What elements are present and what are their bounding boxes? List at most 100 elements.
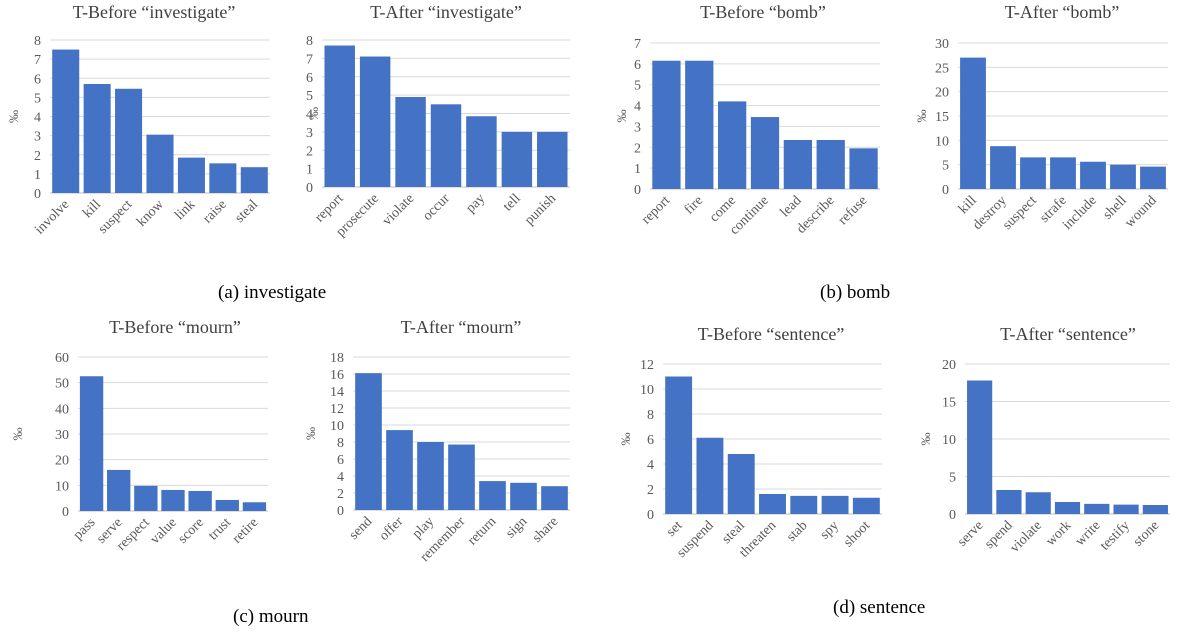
y-tick-label: 0 — [634, 183, 641, 198]
bar-report — [324, 45, 355, 188]
bar-know — [146, 134, 174, 193]
y-tick-label: 5 — [949, 471, 956, 486]
x-tick-label: spy — [818, 518, 842, 542]
bar-lead — [783, 139, 812, 189]
y-tick-label: 2 — [337, 487, 344, 502]
y-tick-label: 5 — [306, 89, 313, 104]
bar-tell — [501, 131, 533, 187]
chart-title: T-After “investigate” — [370, 2, 522, 22]
bar-sign — [510, 482, 537, 510]
bar-trust — [215, 499, 239, 511]
y-tick-label: 7 — [634, 37, 641, 52]
y-tick-label: 20 — [935, 86, 949, 101]
bar-send — [355, 373, 382, 510]
x-tick-label: know — [134, 197, 167, 230]
x-tick-label: work — [1043, 518, 1074, 549]
y-tick-label: 3 — [306, 126, 313, 141]
bar-prosecute — [359, 56, 391, 187]
x-tick-label: set — [664, 518, 686, 540]
x-tick-label: suspect — [1000, 193, 1040, 233]
y-tick-label: 8 — [306, 34, 313, 49]
bar-share — [541, 486, 568, 510]
bar-involve — [52, 49, 80, 193]
y-axis-label: ‰ — [918, 433, 933, 446]
y-axis-label: ‰ — [614, 110, 629, 123]
x-tick-label: stab — [784, 518, 811, 545]
chart-title: T-After “mourn” — [401, 317, 522, 337]
bar-remember — [448, 444, 475, 510]
y-tick-label: 0 — [34, 187, 41, 202]
x-tick-label: include — [1060, 193, 1100, 233]
y-tick-label: 30 — [935, 37, 949, 52]
y-tick-label: 40 — [55, 402, 69, 417]
x-tick-label: kill — [80, 197, 104, 221]
x-tick-label: kill — [956, 193, 980, 217]
y-tick-label: 3 — [634, 120, 641, 135]
x-tick-label: trust — [206, 515, 234, 543]
bar-score — [188, 490, 212, 511]
y-tick-label: 8 — [34, 34, 41, 49]
y-tick-label: 4 — [34, 111, 41, 126]
x-tick-label: fire — [682, 193, 706, 217]
y-tick-label: 6 — [647, 433, 654, 448]
bar-serve — [107, 469, 131, 511]
y-tick-label: 10 — [640, 383, 654, 398]
bar-set — [665, 376, 693, 514]
bar-write — [1084, 503, 1110, 514]
y-tick-label: 12 — [640, 358, 654, 373]
y-tick-label: 18 — [330, 351, 344, 366]
y-tick-label: 7 — [306, 52, 313, 67]
x-tick-label: link — [172, 197, 198, 223]
x-tick-label: tell — [500, 191, 523, 214]
bar-include — [1080, 161, 1106, 189]
y-tick-label: 4 — [306, 108, 313, 123]
chart-title: T-Before “investigate” — [73, 2, 236, 22]
x-tick-label: involve — [32, 197, 72, 237]
bar-strafe — [1050, 157, 1076, 189]
y-tick-label: 6 — [34, 72, 41, 87]
y-tick-label: 8 — [337, 436, 344, 451]
x-tick-label: occur — [420, 191, 453, 224]
x-tick-label: stone — [1131, 518, 1163, 550]
y-axis-label: ‰ — [10, 428, 25, 441]
chart-title: T-After “bomb” — [1005, 2, 1120, 22]
x-tick-label: score — [175, 515, 206, 546]
x-tick-label: violate — [380, 191, 418, 229]
bar-pay — [466, 116, 497, 187]
bar-return — [479, 481, 506, 510]
caption-a: (a) investigate — [218, 282, 327, 303]
y-axis-label: ‰ — [6, 110, 21, 123]
chart-title: T-Before “sentence” — [698, 324, 845, 344]
bar-violate — [1025, 492, 1051, 514]
y-tick-label: 5 — [634, 79, 641, 94]
y-tick-label: 20 — [942, 358, 956, 373]
chart-title: T-Before “mourn” — [109, 317, 241, 337]
bar-link — [177, 157, 205, 193]
caption-b: (b) bomb — [820, 282, 891, 303]
y-tick-label: 5 — [942, 159, 949, 174]
bar-testify — [1113, 504, 1139, 514]
y-tick-label: 14 — [330, 385, 344, 400]
y-tick-label: 6 — [306, 71, 313, 86]
y-axis-label: ‰ — [303, 427, 318, 440]
bar-shell — [1110, 164, 1136, 189]
y-tick-label: 1 — [634, 162, 641, 177]
y-tick-label: 8 — [647, 408, 654, 423]
x-tick-label: testify — [1098, 518, 1133, 553]
bar-kill — [960, 57, 986, 189]
y-tick-label: 2 — [306, 144, 313, 159]
y-tick-label: 5 — [34, 91, 41, 106]
y-tick-label: 12 — [330, 402, 344, 417]
bar-pass — [79, 376, 104, 511]
bar-kill — [83, 83, 111, 193]
y-tick-label: 10 — [55, 479, 69, 494]
x-tick-label: steal — [232, 197, 261, 226]
bar-spy — [821, 495, 849, 514]
bar-wound — [1140, 166, 1166, 189]
y-tick-label: 25 — [935, 61, 949, 76]
x-tick-label: raise — [200, 197, 229, 226]
x-tick-label: value — [148, 515, 180, 547]
x-tick-label: return — [465, 514, 499, 548]
x-tick-label: offer — [377, 514, 407, 544]
